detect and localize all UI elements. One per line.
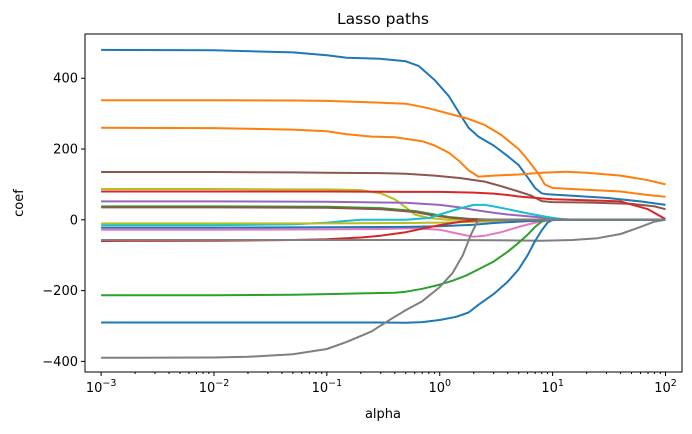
coef-path-line-5 — [101, 188, 666, 221]
y-tick-label: 0 — [70, 213, 78, 228]
x-tick-label: 101 — [541, 378, 564, 396]
x-axis-label: alpha — [365, 407, 401, 422]
coef-path-line-6 — [101, 190, 666, 220]
x-tick-label: 102 — [654, 378, 677, 396]
coef-path-line-3 — [101, 126, 666, 186]
x-tick-label: 10−2 — [199, 378, 230, 396]
chart-title: Lasso paths — [337, 10, 429, 28]
y-tick-label: −200 — [42, 284, 78, 299]
coef-path-line-9 — [101, 206, 666, 221]
coef-path-line-17 — [101, 218, 666, 324]
series-lines — [101, 48, 666, 359]
coef-path-line-7 — [101, 200, 666, 221]
coef-path-line-8 — [101, 205, 666, 221]
coef-path-line-4 — [101, 171, 666, 211]
y-tick-label: 200 — [53, 143, 78, 158]
x-tick-label: 10−1 — [312, 378, 343, 396]
plot-frame — [84, 33, 683, 373]
coef-path-line-2 — [101, 99, 666, 198]
coef-path-line-18 — [101, 218, 666, 359]
coef-path-line-1 — [101, 48, 666, 206]
x-axis-ticks: 10−3 10−2 10−1 100 101 102 — [86, 372, 677, 396]
coef-path-line-16 — [101, 218, 666, 297]
coef-path-line-15 — [101, 218, 666, 242]
x-tick-label: 100 — [428, 378, 451, 396]
y-axis-label: coef — [12, 189, 27, 217]
y-tick-label: −400 — [42, 355, 78, 370]
y-tick-label: 400 — [53, 72, 78, 87]
y-axis-ticks: 400 200 0 −200 −400 — [42, 72, 85, 370]
x-tick-label: 10−3 — [86, 378, 117, 396]
